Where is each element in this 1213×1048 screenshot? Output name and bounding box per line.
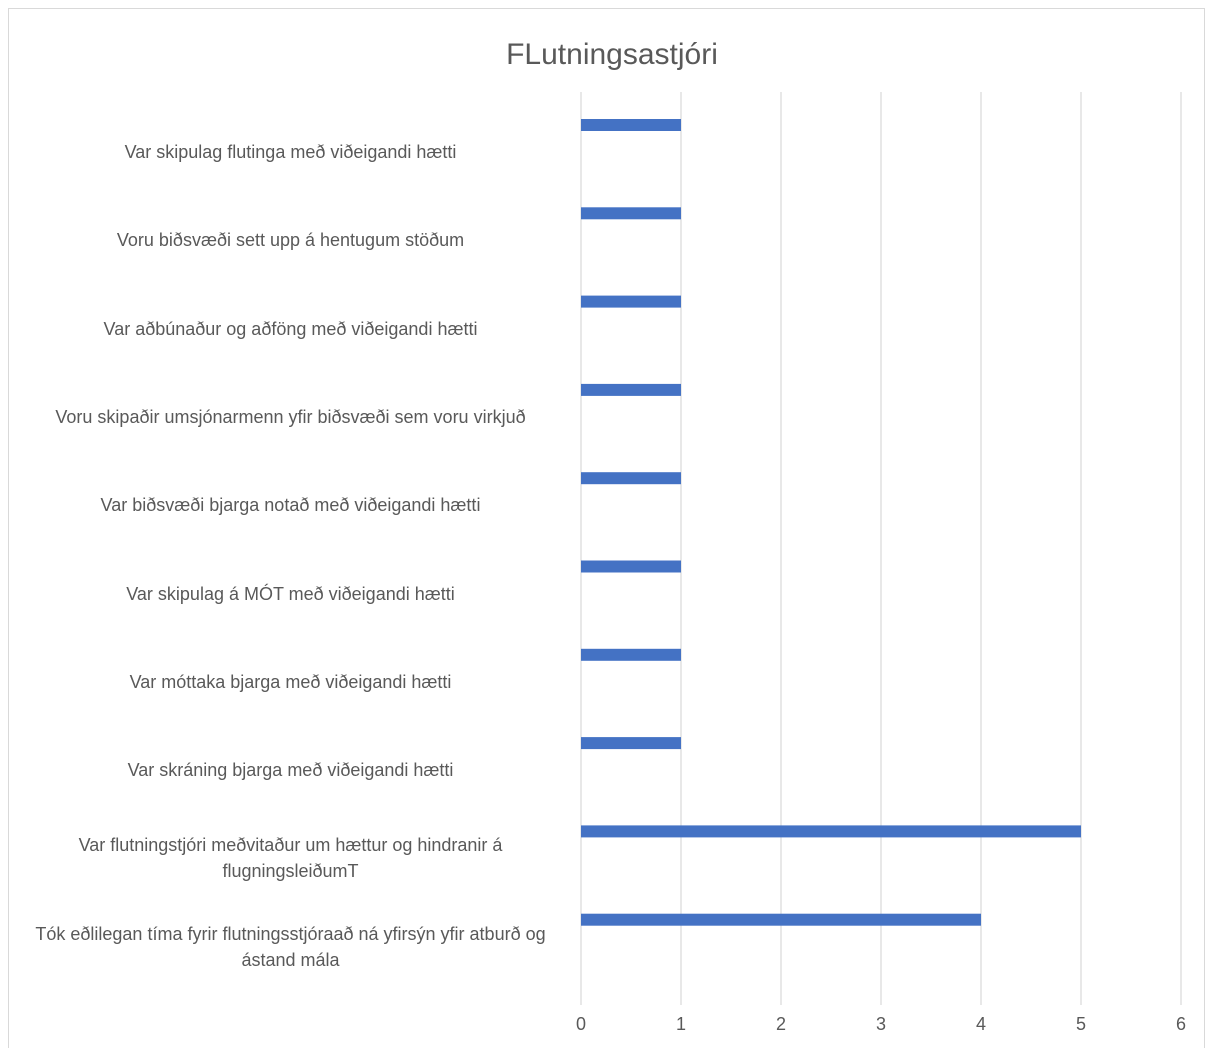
- bar: [581, 648, 681, 661]
- bar: [581, 472, 681, 485]
- x-tick-label: 2: [776, 1014, 786, 1034]
- bar: [581, 737, 681, 750]
- y-tick-label: Voru skipaðir umsjónarmenn yfir biðsvæði…: [55, 406, 526, 427]
- bar: [581, 825, 1081, 838]
- bar: [581, 383, 681, 396]
- y-tick-label: Tók eðlilegan tíma fyrir flutningsstjóra…: [35, 923, 546, 970]
- x-tick-label: 4: [976, 1014, 986, 1034]
- bar: [581, 207, 681, 220]
- y-tick-label: Var skipulag flutinga með viðeigandi hæt…: [124, 142, 457, 162]
- bar: [581, 295, 681, 308]
- y-tick-label: Var skráning bjarga með viðeigandi hætti: [127, 760, 454, 781]
- bar: [581, 913, 981, 926]
- x-tick-label: 5: [1076, 1014, 1086, 1034]
- y-tick-label: Var aðbúnaður og aðföng með viðeigandi h…: [103, 318, 478, 339]
- y-tick-label: Var skipulag á MÓT með viðeigandi hætti: [126, 583, 455, 604]
- y-tick-label: Var biðsvæði bjarga notað með viðeigandi…: [100, 495, 481, 516]
- x-tick-label: 1: [676, 1014, 686, 1034]
- y-tick-label: Var móttaka bjarga með viðeigandi hætti: [129, 671, 452, 692]
- y-tick-label: Voru biðsvæði sett upp á hentugum stöðum: [116, 230, 465, 251]
- chart-title: FLutningsastjóri: [506, 38, 718, 71]
- chart-border: [8, 8, 1205, 1048]
- y-tick-label: Var flutningstjóri meðvitaður um hættur …: [78, 835, 503, 882]
- bar: [581, 119, 681, 131]
- bar: [581, 560, 681, 573]
- x-tick-label: 3: [876, 1014, 886, 1034]
- x-tick-label: 0: [576, 1014, 586, 1034]
- x-tick-label: 6: [1176, 1014, 1186, 1034]
